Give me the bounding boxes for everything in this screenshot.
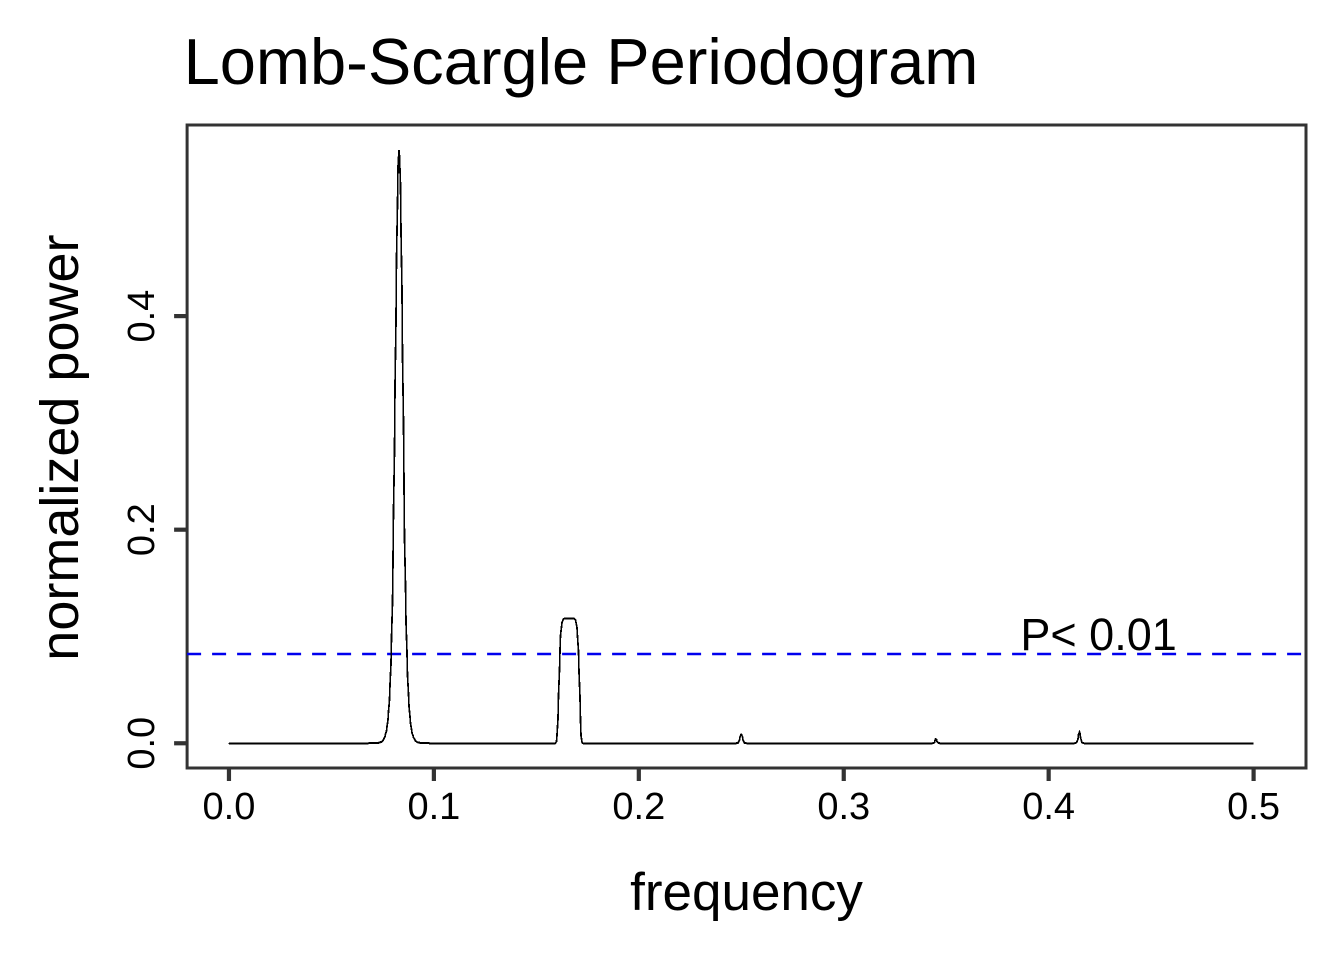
svg-text:0.5: 0.5	[1227, 786, 1280, 828]
svg-text:Lomb-Scargle Periodogram: Lomb-Scargle Periodogram	[184, 25, 979, 98]
svg-text:0.2: 0.2	[121, 503, 163, 556]
svg-text:0.1: 0.1	[407, 786, 460, 828]
svg-text:0.0: 0.0	[203, 786, 256, 828]
svg-text:0.2: 0.2	[612, 786, 665, 828]
svg-text:0.4: 0.4	[121, 290, 163, 343]
svg-text:frequency: frequency	[630, 863, 863, 922]
svg-text:0.0: 0.0	[121, 717, 163, 770]
svg-text:normalized power: normalized power	[30, 234, 90, 660]
svg-text:0.3: 0.3	[817, 786, 870, 828]
svg-text:0.4: 0.4	[1022, 786, 1075, 828]
svg-text:P< 0.01: P< 0.01	[1020, 609, 1176, 660]
